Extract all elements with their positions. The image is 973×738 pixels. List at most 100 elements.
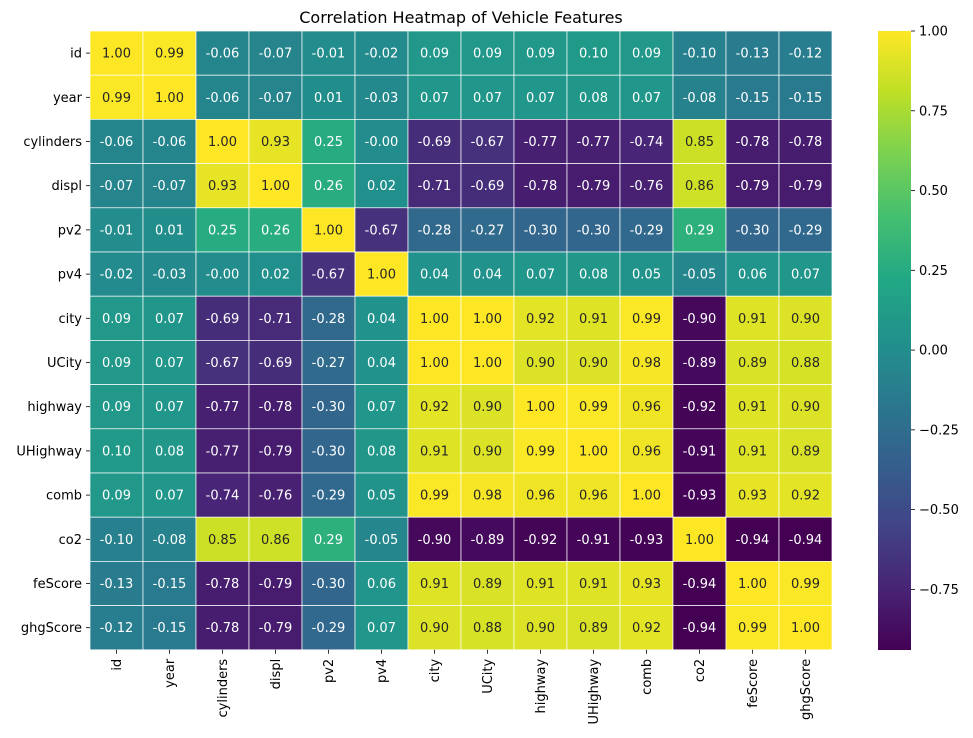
heatmap-cell-year-year: [142, 74, 197, 120]
heatmap-cell-displ-co2: [672, 163, 727, 209]
cell-value-label: 0.96: [526, 489, 555, 504]
cell-value-label: 0.09: [102, 356, 131, 371]
cell-value-label: -0.71: [418, 179, 452, 194]
cell-value-label: 1.00: [102, 47, 131, 62]
cell-value-label: -0.07: [100, 179, 134, 194]
cell-value-label: -0.69: [206, 312, 240, 327]
heatmap-cell-city-co2: [672, 295, 727, 341]
cell-value-label: 1.00: [473, 312, 502, 327]
heatmap-cell-ghgScore-ghgScore: [778, 605, 833, 651]
cell-value-label: -0.77: [524, 135, 558, 150]
heatmap-cell-pv2-pv2: [301, 207, 356, 253]
heatmap-cell-co2-displ: [248, 516, 303, 562]
cell-value-label: -0.78: [259, 400, 293, 415]
heatmap-cell-UCity-highway: [513, 340, 568, 385]
cell-value-label: -0.93: [630, 533, 664, 548]
cell-value-label: 0.05: [367, 489, 396, 504]
cell-value-label: 0.90: [420, 621, 449, 636]
y-tick-label-co2: co2: [59, 533, 82, 548]
heatmap-cell-UCity-city: [407, 340, 462, 385]
cell-value-label: -0.77: [206, 444, 240, 459]
heatmap-cell-year-comb: [619, 74, 674, 120]
heatmap-cell-city-UCity: [460, 295, 515, 341]
cell-value-label: 0.07: [155, 356, 184, 371]
cell-value-label: -0.29: [312, 621, 346, 636]
cell-value-label: 0.07: [526, 268, 555, 283]
cell-value-label: 0.99: [102, 91, 131, 106]
colorbar-tick-label: 0.25: [919, 264, 948, 279]
heatmap-cell-comb-pv2: [301, 472, 356, 518]
y-tick-label-cylinders: cylinders: [23, 135, 82, 150]
heatmap-cell-pv4-year: [142, 251, 197, 297]
heatmap-cell-highway-id: [89, 384, 144, 430]
cell-value-label: 0.05: [632, 268, 661, 283]
heatmap-cell-co2-year: [142, 516, 197, 562]
heatmap-cell-comb-city: [407, 472, 462, 518]
cell-value-label: 0.29: [685, 223, 714, 238]
cell-value-label: -0.02: [365, 47, 399, 62]
heatmap-cell-year-displ: [248, 74, 303, 120]
heatmap-cell-cylinders-ghgScore: [778, 119, 833, 164]
colorbar-ticks: 1.00 0.75 0.50 0.25 0.00 −0.25 −0.50 −0.75: [911, 25, 959, 598]
cell-value-label: -0.15: [153, 577, 187, 592]
cell-value-label: -0.01: [100, 223, 134, 238]
heatmap-cell-highway-cylinders: [195, 384, 250, 430]
heatmap-cell-city-id: [89, 295, 144, 341]
heatmap-cell-cylinders-cylinders: [195, 119, 250, 164]
cell-value-label: -0.08: [683, 91, 717, 106]
heatmap-cell-displ-pv4: [354, 163, 409, 209]
chart-title: Correlation Heatmap of Vehicle Features: [299, 8, 623, 27]
x-tick-label-pv4: pv4: [375, 659, 390, 683]
cell-value-label: 0.96: [632, 444, 661, 459]
heatmap-cell-displ-UCity: [460, 163, 515, 209]
colorbar-gradient: [878, 31, 911, 650]
heatmap-cell-comb-highway: [513, 472, 568, 518]
y-tick-label-comb: comb: [46, 489, 82, 504]
cell-value-label: -0.03: [365, 91, 399, 106]
heatmap-cell-pv4-city: [407, 251, 462, 297]
y-tick-label-UCity: UCity: [47, 356, 82, 371]
heatmap-cell-feScore-feScore: [725, 561, 780, 606]
cell-value-label: 0.26: [261, 223, 290, 238]
heatmap-cell-feScore-comb: [619, 561, 674, 606]
cell-value-label: 1.00: [791, 621, 820, 636]
y-tick-label-year: year: [53, 91, 83, 106]
heatmap-cell-comb-UCity: [460, 472, 515, 518]
y-tick-label-id: id: [70, 47, 82, 62]
cell-value-label: -0.91: [683, 444, 717, 459]
cell-value-label: 0.09: [473, 47, 502, 62]
cell-value-label: -0.07: [259, 91, 293, 106]
cell-value-label: -0.94: [736, 533, 770, 548]
cell-value-label: -0.93: [683, 489, 717, 504]
cell-value-label: 1.00: [155, 91, 184, 106]
cell-value-label: -0.15: [789, 91, 823, 106]
cell-value-label: 0.09: [420, 47, 449, 62]
cell-value-label: 0.07: [155, 312, 184, 327]
cell-value-label: -0.00: [365, 135, 399, 150]
cell-value-label: 0.07: [367, 400, 396, 415]
cell-value-label: -0.78: [789, 135, 823, 150]
cell-value-label: -0.92: [683, 400, 717, 415]
heatmap-cell-city-cylinders: [195, 295, 250, 341]
cell-value-label: 0.07: [791, 268, 820, 283]
cell-value-label: -0.67: [471, 135, 505, 150]
heatmap-cell-city-pv2: [301, 295, 356, 341]
heatmap-cell-UHighway-displ: [248, 428, 303, 474]
colorbar-tick-label: −0.50: [919, 503, 959, 518]
cell-value-label: 0.08: [579, 268, 608, 283]
cell-value-label: 0.01: [314, 91, 343, 106]
cell-value-label: -0.90: [418, 533, 452, 548]
cell-value-label: 0.91: [738, 444, 767, 459]
x-tick-label-highway: highway: [534, 658, 549, 713]
cell-value-label: 0.25: [314, 135, 343, 150]
cell-value-label: -0.77: [206, 400, 240, 415]
heatmap-cell-year-highway: [513, 74, 568, 120]
cell-value-label: -0.89: [683, 356, 717, 371]
cell-value-label: 0.01: [155, 223, 184, 238]
cell-value-label: 0.10: [579, 47, 608, 62]
heatmap-cell-year-city: [407, 74, 462, 120]
cell-value-label: 0.02: [367, 179, 396, 194]
heatmap-cell-highway-pv4: [354, 384, 409, 430]
cell-value-label: 0.89: [738, 356, 767, 371]
